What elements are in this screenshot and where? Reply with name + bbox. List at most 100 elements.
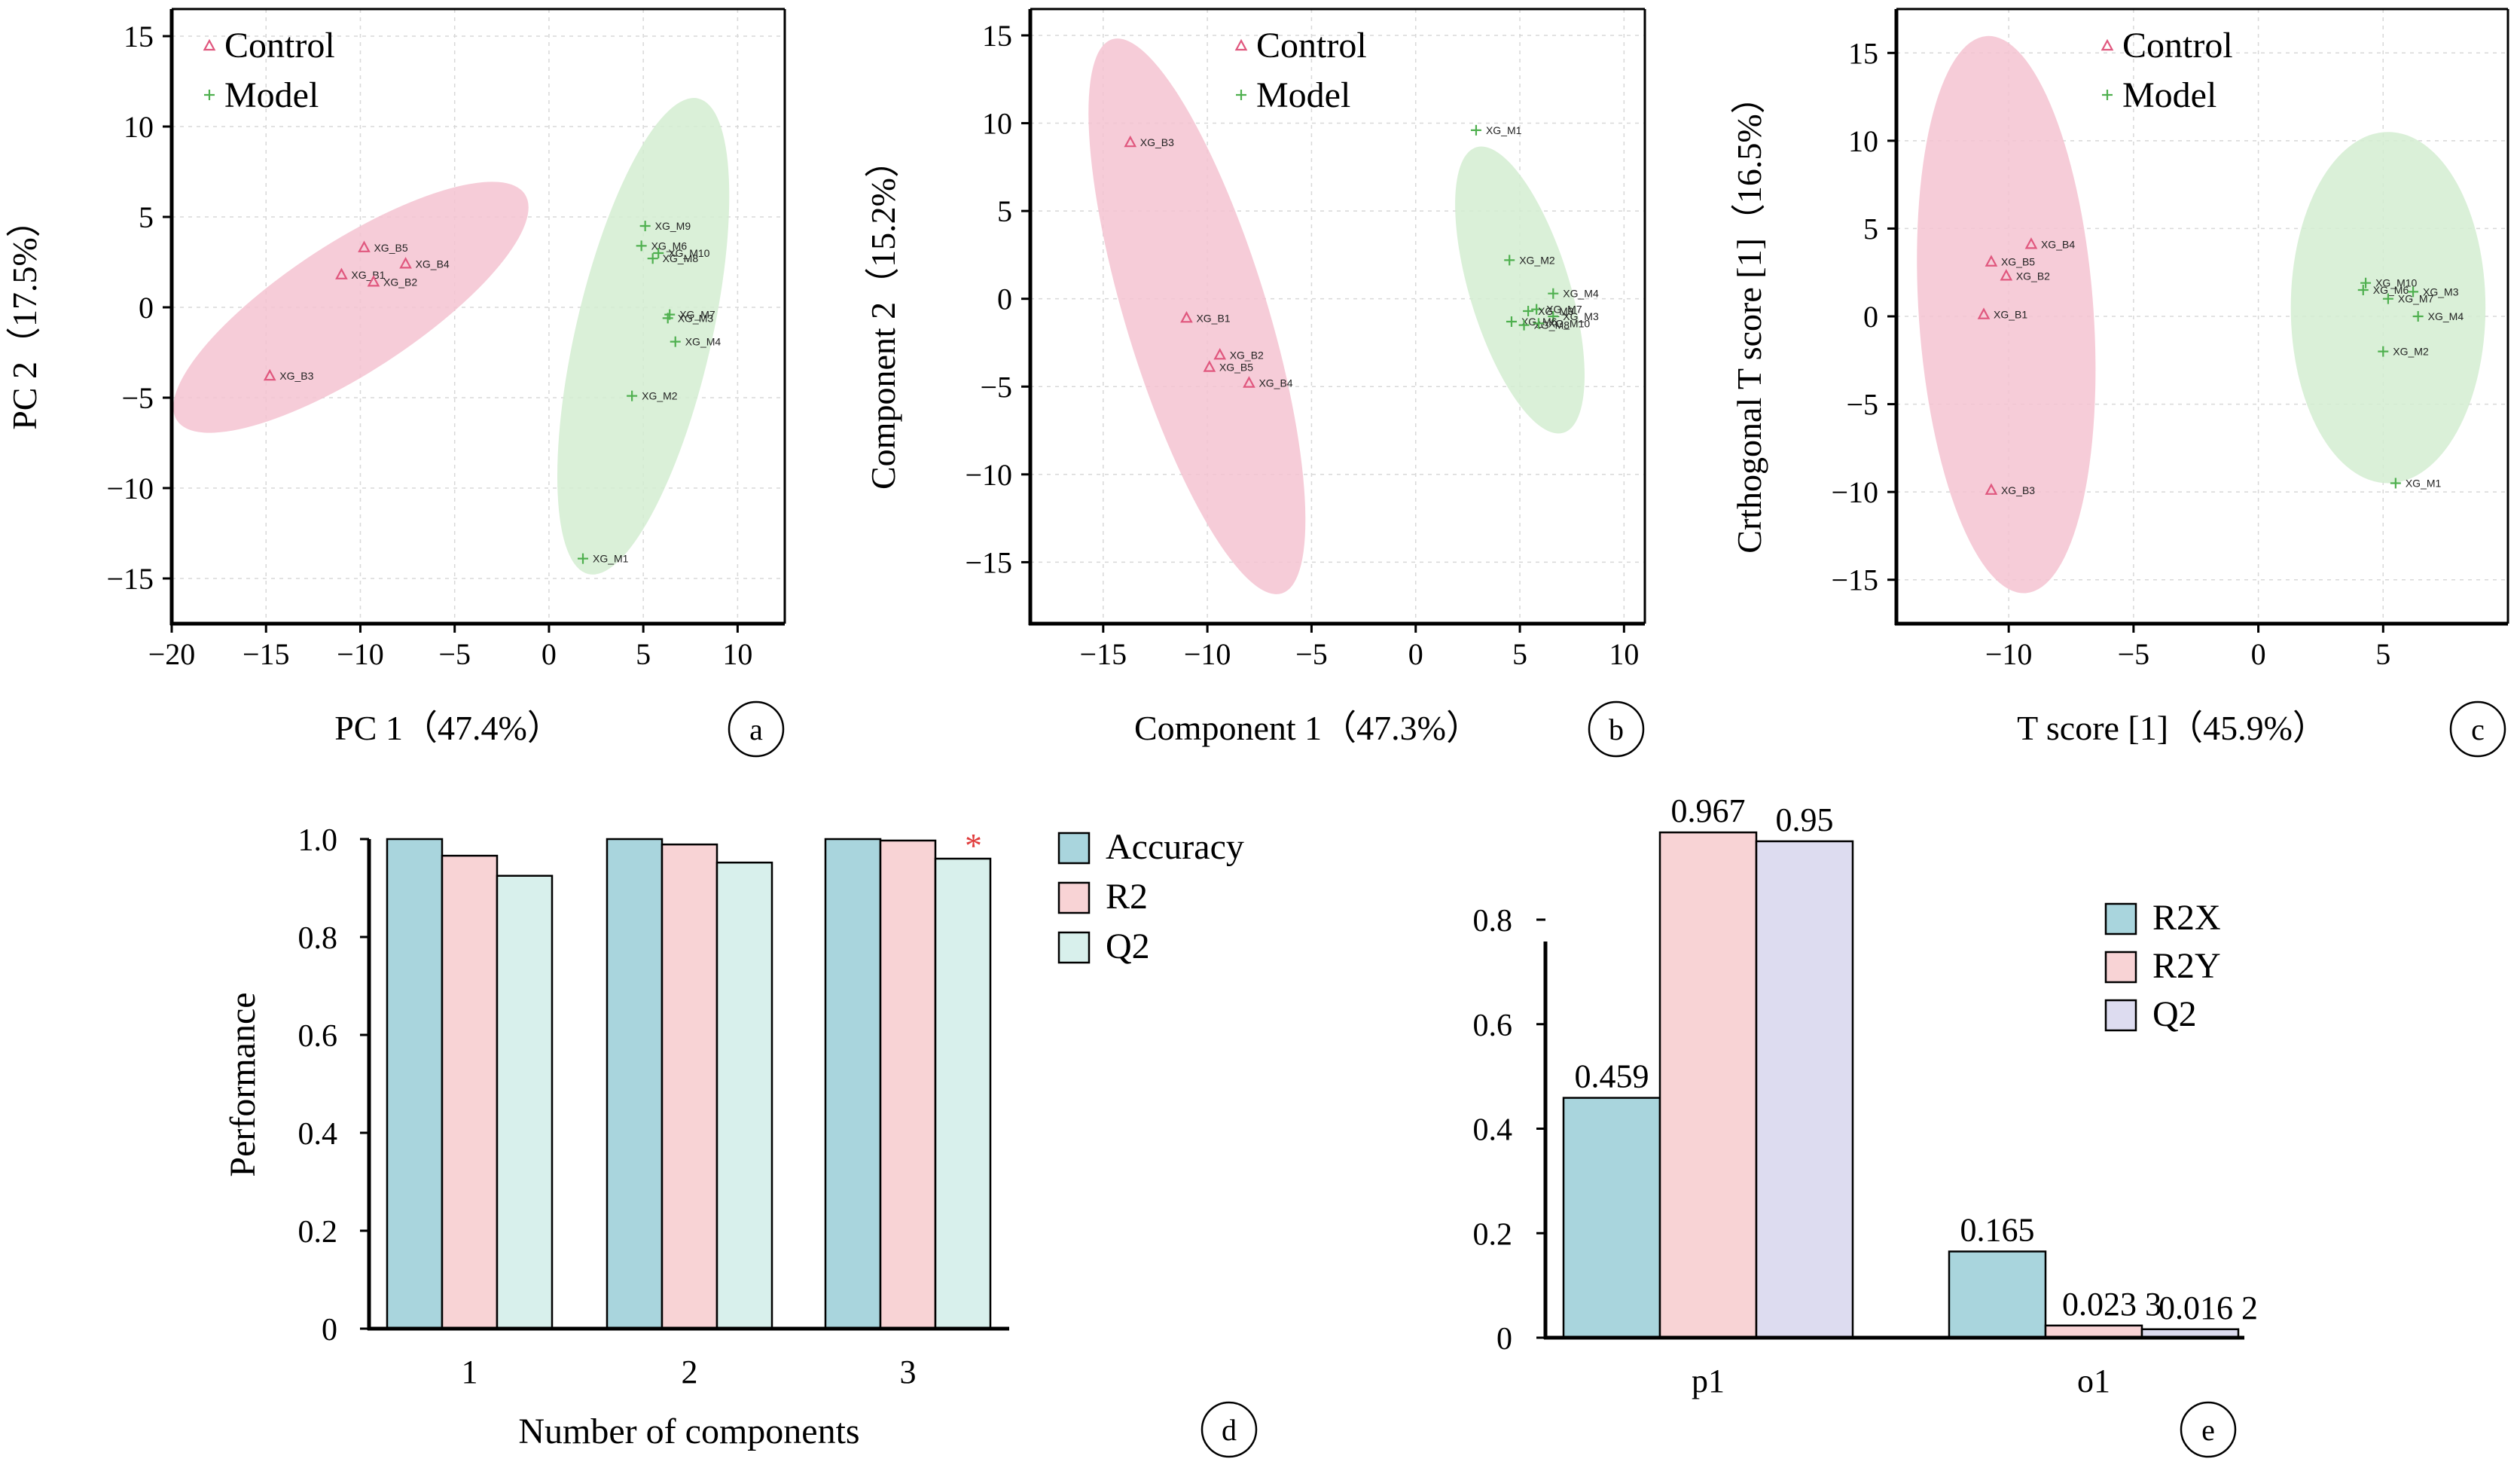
x-tick-label: 10 — [1609, 637, 1639, 671]
model-point-marker — [653, 248, 664, 258]
point-label: XG_M4 — [1563, 288, 1599, 300]
x-tick-label: −10 — [337, 637, 384, 671]
bar-accuracy — [824, 838, 882, 1330]
point-label: XG_M4 — [685, 336, 722, 348]
point-label: XG_B2 — [2016, 270, 2050, 282]
y-axis-title: Component 2（15.2%） — [864, 143, 902, 490]
control-point-marker — [1180, 311, 1193, 323]
model-point-marker — [639, 221, 651, 231]
y-tick-label: −10 — [1831, 475, 1878, 509]
legend-label: Model — [2122, 75, 2216, 115]
control-confidence-ellipse — [1917, 35, 2096, 594]
control-point-marker — [1243, 376, 1255, 388]
point-label: XG_B4 — [416, 258, 450, 270]
y-tick-label: 5 — [997, 194, 1012, 228]
legend-swatch-r2 — [1057, 881, 1091, 914]
significance-asterisk: * — [965, 826, 982, 865]
model-confidence-ellipse — [1455, 146, 1585, 434]
model-point-marker — [1548, 311, 1559, 322]
panel-badge-label: e — [2201, 1413, 2215, 1447]
point-label: XG_M10 — [1548, 317, 1590, 329]
y-tick-label: −15 — [1831, 563, 1878, 597]
y-tick-label: 15 — [124, 20, 154, 53]
control-point-marker — [2024, 237, 2038, 249]
point-label: XG_M7 — [1546, 304, 1582, 316]
x-tick-label: −5 — [438, 637, 471, 671]
point-label: XG_M2 — [2393, 346, 2429, 358]
control-point-marker — [1124, 135, 1137, 148]
x-tick-label: 5 — [1512, 637, 1527, 671]
y-tick-label: 10 — [1848, 124, 1878, 158]
x-tick-label: p1 — [1692, 1363, 1725, 1399]
model-point-marker — [1531, 304, 1542, 315]
x-tick-label: 10 — [722, 637, 752, 671]
control-point-marker — [399, 257, 412, 269]
legend-label: R2Y — [2152, 946, 2221, 986]
x-tick-label: 0 — [542, 637, 557, 671]
model-point-marker — [1504, 255, 1515, 266]
y-tick-label: 10 — [982, 107, 1012, 141]
y-tick-label: 1.0 — [298, 823, 338, 858]
bar-r2x — [1562, 1097, 1661, 1339]
y-tick-label: −5 — [980, 370, 1012, 404]
legend-label: Q2 — [1106, 926, 1150, 966]
x-axis-title: PC 1（47.4%） — [334, 709, 562, 747]
panel-badge-circle — [1588, 700, 1645, 758]
panel-badge-circle — [2449, 700, 2506, 758]
point-label: XG_M10 — [2375, 277, 2417, 289]
point-label: XG_M3 — [678, 312, 714, 324]
point-label: XG_B5 — [2001, 256, 2035, 268]
y-tick-label: 0.8 — [298, 921, 338, 956]
control-point-marker — [367, 275, 380, 287]
y-tick-label: 0.4 — [1473, 1113, 1513, 1148]
bar-value-label: 0.95 — [1776, 801, 1834, 838]
model-point-marker — [662, 313, 673, 324]
legend-model-marker — [204, 90, 215, 100]
y-tick-label: 0 — [997, 282, 1012, 316]
point-label: XG_M7 — [679, 309, 715, 321]
control-point-marker — [2000, 269, 2013, 281]
x-tick-label: 5 — [636, 637, 651, 671]
point-label: XG_M1 — [593, 553, 629, 565]
x-tick-label: 1 — [462, 1354, 478, 1390]
model-point-marker — [2390, 478, 2401, 489]
bar-q2 — [496, 874, 554, 1330]
point-label: XG_M8 — [663, 252, 699, 264]
y-tick-label: −10 — [965, 458, 1012, 492]
x-tick-label: 2 — [682, 1354, 698, 1390]
point-label: XG_M2 — [1519, 254, 1555, 266]
bar-accuracy — [606, 838, 664, 1330]
control-point-marker — [1985, 483, 1998, 495]
x-tick-label: −15 — [1080, 637, 1127, 671]
panel-badge-label: a — [749, 713, 763, 746]
bar-panel-d: 1 2 3 * 0 0.2 0.4 0.6 0.8 1.0 Number of components… — [223, 823, 1244, 1451]
legend-control-marker — [1234, 38, 1248, 51]
legend-label: R2X — [2152, 898, 2221, 938]
control-confidence-ellipse — [1088, 38, 1306, 594]
y-tick-label: 10 — [124, 110, 154, 144]
point-label: XG_B1 — [1196, 312, 1230, 324]
control-point-marker — [335, 267, 348, 279]
model-point-marker — [627, 390, 638, 401]
legend-label: Control — [1256, 26, 1367, 66]
legend-label: Control — [224, 26, 335, 66]
legend-swatch-r2y — [2104, 951, 2137, 984]
legend-control-marker — [203, 38, 216, 51]
bar-r2 — [661, 843, 718, 1330]
y-axis-title: PC 2（17.5%） — [5, 203, 44, 430]
model-point-marker — [2412, 311, 2424, 322]
y-tick-label: 0.4 — [298, 1117, 338, 1152]
control-point-marker — [1213, 347, 1227, 360]
model-point-marker — [578, 553, 589, 564]
point-label: XG_M9 — [655, 220, 691, 232]
legend-label: Accuracy — [1106, 827, 1244, 867]
scatter-panel-b: −15 −10 −5 0 5 10 −15 −10 −5 0 5 10 15 Component 1（47… — [864, 8, 1646, 747]
point-label: XG_M7 — [2398, 293, 2434, 305]
model-point-marker — [2408, 286, 2419, 298]
point-label: XG_M8 — [1534, 319, 1570, 331]
x-tick-label: −10 — [1184, 637, 1231, 671]
legend-swatch-q2 — [2104, 999, 2137, 1032]
model-point-marker — [647, 253, 658, 264]
model-point-marker — [1506, 316, 1517, 327]
point-label: XG_B5 — [374, 242, 407, 254]
